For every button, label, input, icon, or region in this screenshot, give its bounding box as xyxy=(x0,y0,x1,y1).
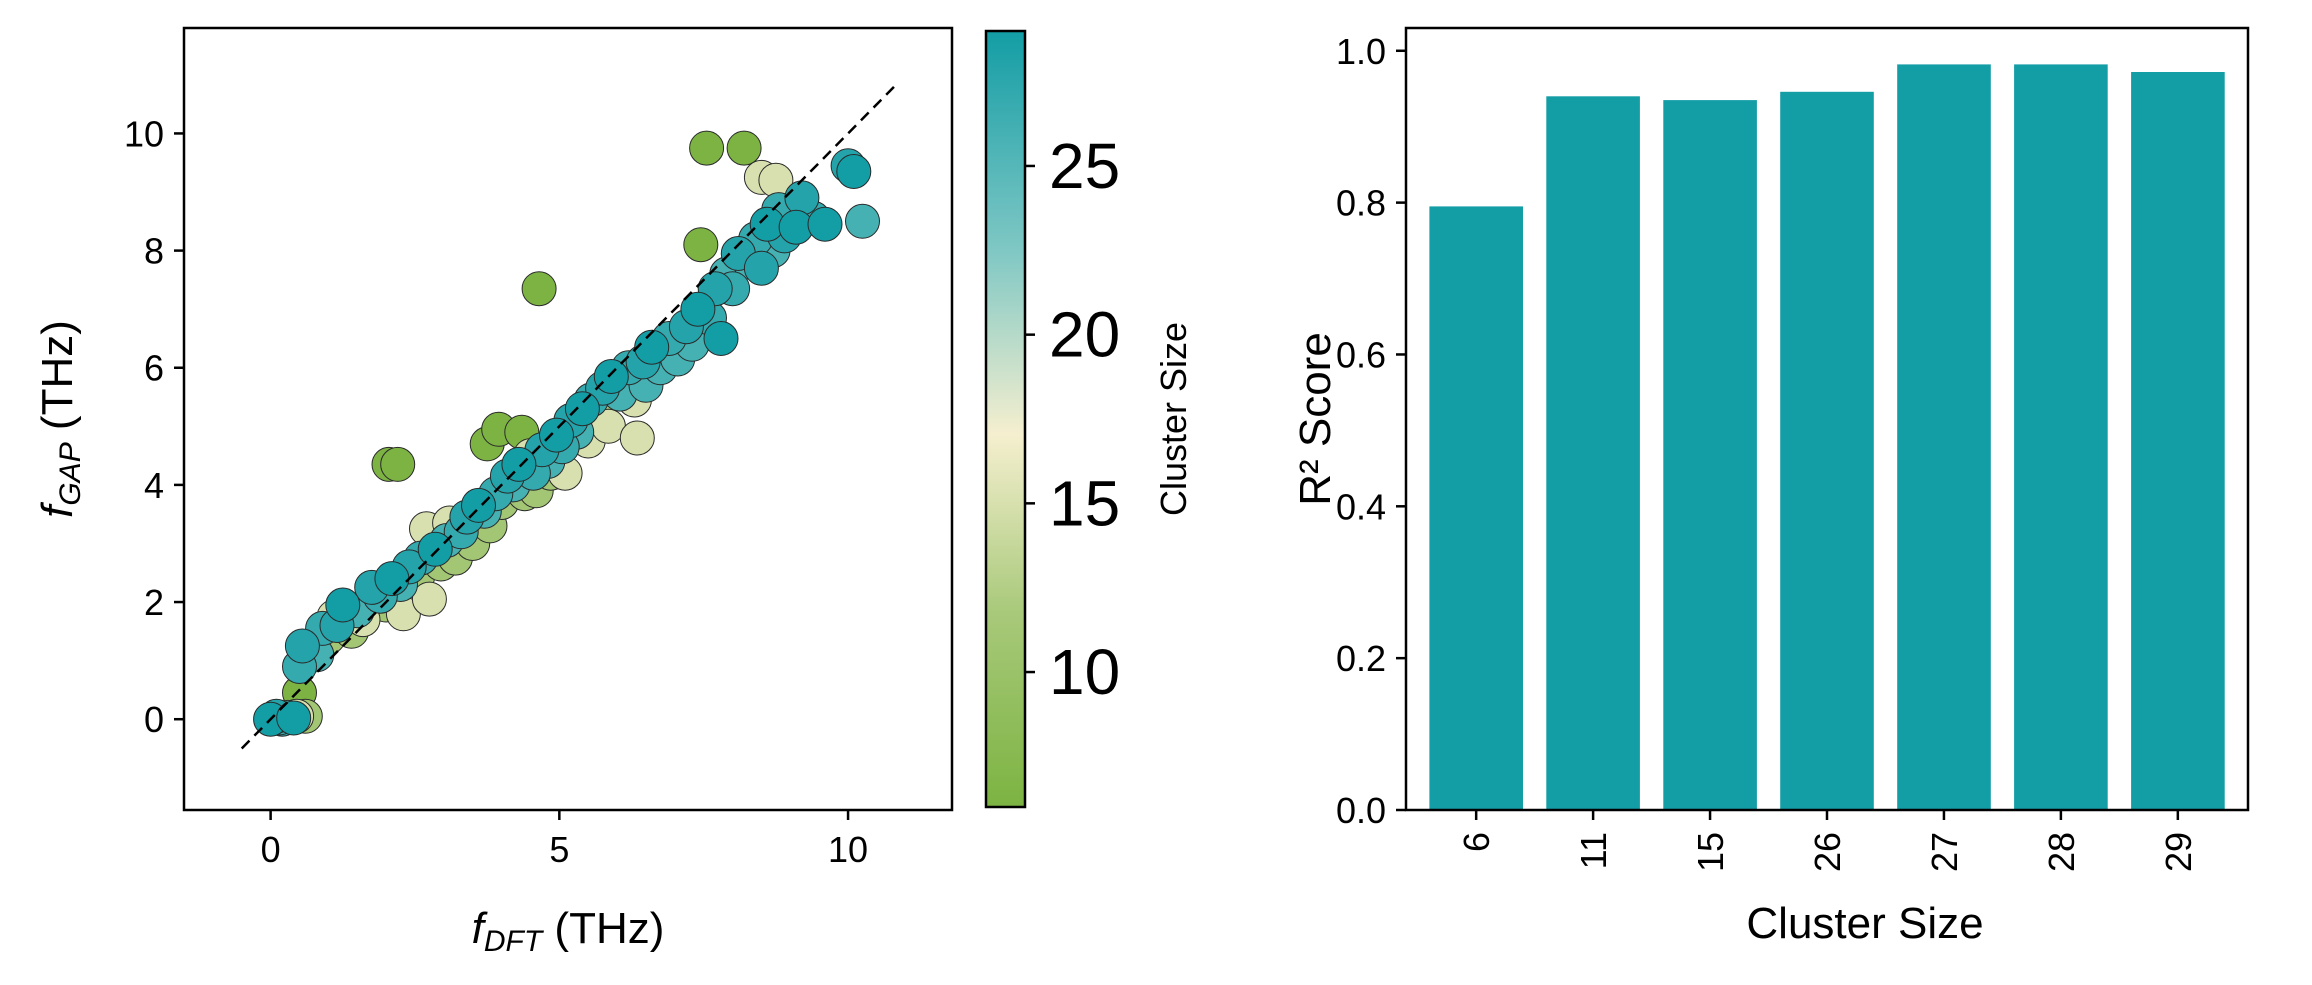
scatter-point xyxy=(411,581,447,617)
scatter-y-tick-label: 2 xyxy=(144,582,164,623)
scatter-axes-frame xyxy=(182,26,954,812)
scatter-point xyxy=(417,531,453,567)
bar-26 xyxy=(1780,91,1874,811)
bar-x-tick-label: 27 xyxy=(1924,832,1965,872)
bar-27 xyxy=(1897,64,1991,810)
scatter-y-tick-label: 4 xyxy=(144,465,164,506)
bar-y-tick-label: 0.0 xyxy=(1336,790,1386,831)
colorbar-tick-label: 10 xyxy=(1049,636,1120,708)
scatter-points xyxy=(253,130,880,737)
scatter-x-tick-label: 10 xyxy=(828,829,868,870)
scatter-point xyxy=(680,291,716,327)
colorbar-label: Cluster Size xyxy=(1153,322,1194,516)
bar-panel: 6 11 15 26 27 28 29 0.0 0.2 0.4 0.6 0.8 1.0 Cluster… xyxy=(1291,26,2250,948)
colorbar: 10 15 20 25 Cluster Size xyxy=(984,29,1194,809)
bar-y-ticks: 0.0 0.2 0.4 0.6 0.8 1.0 xyxy=(1336,31,1406,831)
identity-line xyxy=(240,85,896,750)
bar-11 xyxy=(1546,96,1640,811)
scatter-point xyxy=(284,628,320,664)
bars xyxy=(1429,64,2225,811)
colorbar-tick-label: 15 xyxy=(1049,467,1120,539)
scatter-y-tick-label: 6 xyxy=(144,348,164,389)
bar-29 xyxy=(2131,72,2225,810)
scatter-point xyxy=(683,227,719,263)
scatter-point xyxy=(845,203,880,239)
bar-x-tick-label: 15 xyxy=(1690,832,1731,872)
bar-x-tick-label: 26 xyxy=(1807,832,1848,872)
scatter-x-axis-label: fDFT (THz) xyxy=(472,904,665,958)
scatter-point xyxy=(325,587,361,623)
bar-x-tick-label: 29 xyxy=(2158,832,2199,872)
bar-y-axis-label: R² Score xyxy=(1291,332,1340,506)
scatter-point xyxy=(703,321,739,356)
scatter-point xyxy=(807,206,843,242)
scatter-y-axis-label: fGAP (THz) xyxy=(33,320,87,518)
scatter-y-tick-label: 10 xyxy=(124,113,164,154)
scatter-point xyxy=(374,561,410,597)
scatter-x-tick-label: 5 xyxy=(549,829,569,870)
scatter-point xyxy=(276,700,312,736)
bar-y-tick-label: 1.0 xyxy=(1336,31,1386,72)
scatter-point xyxy=(593,359,629,394)
scatter-point xyxy=(521,271,557,307)
bar-x-tick-label: 11 xyxy=(1573,832,1614,869)
bar-x-ticks: 6 11 15 26 27 28 29 xyxy=(1456,810,2199,872)
bar-y-tick-label: 0.6 xyxy=(1336,334,1386,375)
bar-y-tick-label: 0.8 xyxy=(1336,183,1386,224)
scatter-point xyxy=(501,446,537,482)
bar-6 xyxy=(1429,206,1523,810)
scatter-point xyxy=(726,130,762,166)
scatter-point xyxy=(836,154,872,189)
bar-y-tick-label: 0.2 xyxy=(1336,638,1386,679)
colorbar-gradient xyxy=(984,29,1027,809)
scatter-point xyxy=(619,420,655,456)
bar-x-axis-label: Cluster Size xyxy=(1746,899,1983,948)
scatter-point xyxy=(784,180,820,216)
bar-28 xyxy=(2014,64,2108,810)
scatter-point xyxy=(743,250,779,286)
scatter-point xyxy=(539,417,574,453)
bar-y-tick-label: 0.4 xyxy=(1336,486,1386,527)
colorbar-ticks: 10 15 20 25 xyxy=(1025,130,1120,708)
scatter-point xyxy=(461,487,496,523)
scatter-point xyxy=(380,446,416,482)
colorbar-tick-label: 20 xyxy=(1049,299,1120,371)
bar-x-tick-label: 6 xyxy=(1456,832,1497,852)
bar-x-tick-label: 28 xyxy=(2041,832,2082,872)
scatter-y-tick-label: 8 xyxy=(144,231,164,272)
scatter-x-tick-label: 0 xyxy=(261,829,281,870)
scatter-point xyxy=(689,130,725,166)
scatter-y-ticks: 0 2 4 6 8 10 xyxy=(124,113,184,740)
scatter-y-tick-label: 0 xyxy=(144,699,164,740)
scatter-point xyxy=(634,329,670,365)
scatter-x-ticks: 0 5 10 xyxy=(261,810,868,870)
colorbar-tick-label: 25 xyxy=(1049,130,1120,202)
bar-15 xyxy=(1663,100,1757,811)
scatter-point xyxy=(564,391,600,427)
scatter-panel: 0 5 10 0 2 4 6 8 10 fDFT (THz) fGAP (THz) xyxy=(33,26,954,958)
